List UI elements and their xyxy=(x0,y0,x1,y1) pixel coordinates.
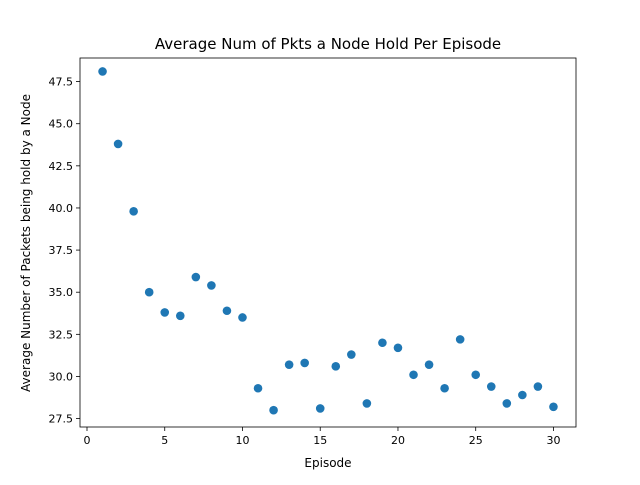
data-point xyxy=(549,402,558,412)
y-tick-label: 35.0 xyxy=(49,286,74,299)
data-point xyxy=(518,390,527,400)
y-tick-label: 45.0 xyxy=(49,118,74,131)
data-point xyxy=(331,362,341,371)
y-tick-label: 37.5 xyxy=(49,244,74,257)
x-tick-label: 30 xyxy=(546,434,560,447)
data-point xyxy=(533,382,543,391)
x-tick-label: 20 xyxy=(391,434,405,447)
y-tick-label: 27.5 xyxy=(49,413,74,426)
y-tick-label: 30.0 xyxy=(49,370,74,383)
x-axis-ticks: 0 5 10 15 20 25 30 xyxy=(83,427,560,447)
x-axis-label: Episode xyxy=(304,456,351,470)
data-point xyxy=(113,139,123,149)
y-tick-label: 40.0 xyxy=(49,202,74,215)
points-layer xyxy=(98,67,558,415)
plot-frame xyxy=(79,57,577,428)
y-axis-label: Average Number of Packets being hold by … xyxy=(19,94,33,392)
axes-layer xyxy=(79,57,577,428)
data-point xyxy=(393,343,403,353)
data-point xyxy=(378,338,387,348)
data-point xyxy=(424,360,434,369)
data-point xyxy=(160,308,170,317)
y-axis-ticks: 27.5 30.0 32.5 35.0 37.5 40.0 42.5 45.0 47.5 xyxy=(49,76,80,426)
data-point xyxy=(253,383,263,393)
data-point xyxy=(440,383,449,393)
data-point xyxy=(409,370,418,380)
data-point xyxy=(300,358,309,368)
data-point xyxy=(191,272,201,282)
data-point xyxy=(175,311,185,321)
x-tick-label: 25 xyxy=(469,434,483,447)
x-tick-label: 5 xyxy=(161,434,168,447)
data-point xyxy=(362,399,372,408)
y-tick-label: 32.5 xyxy=(49,328,74,341)
data-point xyxy=(315,404,325,413)
data-point xyxy=(347,350,356,359)
data-point xyxy=(486,382,496,391)
data-point xyxy=(222,306,232,316)
x-tick-label: 0 xyxy=(83,434,90,447)
data-point xyxy=(455,335,465,344)
data-point xyxy=(269,405,278,415)
y-tick-label: 42.5 xyxy=(49,160,74,173)
x-tick-label: 15 xyxy=(313,434,327,447)
data-point xyxy=(284,360,294,369)
data-point xyxy=(129,207,138,216)
y-tick-label: 47.5 xyxy=(49,76,74,89)
data-point xyxy=(144,287,154,297)
data-point xyxy=(98,67,107,76)
data-point xyxy=(471,370,481,380)
data-point xyxy=(502,399,512,408)
data-point xyxy=(207,281,216,290)
x-tick-label: 10 xyxy=(235,434,249,447)
chart-title: Average Num of Pkts a Node Hold Per Epis… xyxy=(155,35,501,53)
data-point xyxy=(238,313,247,322)
